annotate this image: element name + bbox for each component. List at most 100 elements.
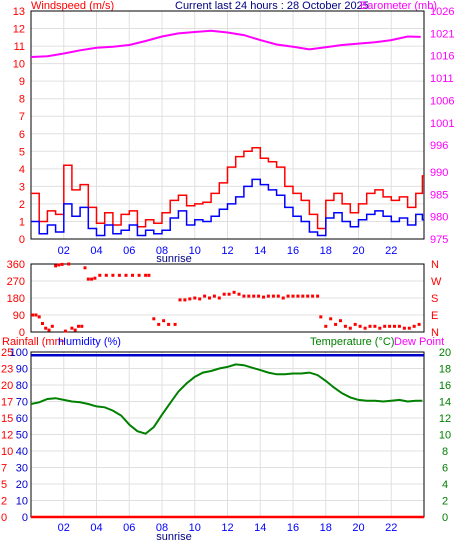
- temp-x-tick-label: 10: [189, 522, 201, 534]
- direction-point: [193, 296, 197, 300]
- direction-point: [60, 262, 64, 266]
- temp-x-tick-label: 16: [287, 522, 299, 534]
- direction-point: [37, 315, 41, 319]
- direction-compass-label: N: [431, 259, 439, 271]
- temperature-tick-label: 0: [442, 512, 448, 524]
- direction-point: [227, 292, 231, 296]
- wind-x-tick-label: 16: [287, 245, 299, 257]
- wind-plot-frame: [30, 10, 425, 240]
- temperature-tick-label: 16: [439, 380, 451, 392]
- humidity-tick-label: 100: [10, 347, 28, 359]
- windspeed-tick-label: 1: [19, 216, 25, 228]
- temperature-tick-label: 10: [439, 430, 451, 442]
- direction-degree-label: 90: [13, 310, 25, 322]
- rainfall-tick-label: 25: [1, 347, 13, 359]
- barometer-tick-label: 985: [430, 189, 448, 201]
- barometer-tick-label: 1021: [430, 28, 454, 40]
- gust-line: [31, 147, 424, 230]
- direction-point: [67, 262, 71, 266]
- barometer-tick-label: 996: [430, 140, 448, 152]
- direction-point: [324, 324, 328, 328]
- temperature-tick-label: 12: [439, 413, 451, 425]
- humidity-tick-label: 60: [16, 413, 28, 425]
- windspeed-tick-label: 3: [19, 181, 25, 193]
- rainfall-tick-label: 2: [1, 496, 7, 508]
- direction-point: [144, 273, 148, 277]
- direction-point: [137, 273, 141, 277]
- direction-point: [271, 294, 275, 298]
- direction-point: [319, 315, 323, 319]
- direction-point: [301, 294, 305, 298]
- direction-degree-axis: 0 90 180 270 360: [7, 259, 25, 339]
- windspeed-tick-label: 12: [13, 24, 25, 36]
- direction-point: [306, 294, 310, 298]
- wind-series: [30, 29, 424, 237]
- direction-point: [178, 298, 182, 302]
- temperature-tick-label: 2: [442, 496, 448, 508]
- direction-series: [31, 262, 421, 333]
- humidity-axis-title: Humidity (%): [58, 336, 121, 348]
- direction-point: [334, 322, 338, 326]
- direction-point: [147, 273, 151, 277]
- wind-x-tick-label: 02: [58, 245, 70, 257]
- temp-x-tick-label: 20: [352, 522, 364, 534]
- barometer-tick-label: 980: [430, 212, 448, 224]
- rainfall-tick-label: 12: [1, 430, 13, 442]
- direction-point: [173, 322, 177, 326]
- windspeed-tick-label: 5: [19, 146, 25, 158]
- humidity-tick-label: 0: [22, 512, 28, 524]
- windspeed-tick-label: 6: [19, 129, 25, 141]
- rainfall-tick-label: 20: [1, 380, 13, 392]
- direction-point: [368, 324, 372, 328]
- temp-x-tick-label: 04: [90, 522, 102, 534]
- direction-point: [402, 326, 406, 330]
- direction-point: [63, 329, 67, 333]
- barometer-tick-label: 1026: [430, 6, 454, 18]
- direction-degree-label: 270: [7, 276, 25, 288]
- rainfall-tick-label: 15: [1, 413, 13, 425]
- temp-x-axis: 02 04 06 08 10 12 14 16 18 20 22: [58, 522, 398, 534]
- direction-point: [358, 324, 362, 328]
- direction-plot-frame: [30, 263, 425, 333]
- direction-point: [311, 294, 315, 298]
- direction-point: [54, 264, 58, 268]
- direction-point: [316, 294, 320, 298]
- rainfall-axis-title: Rainfall (mm: [2, 336, 64, 348]
- wind-chart-title: Windspeed (m/s): [31, 0, 114, 12]
- wind-x-tick-label: 06: [123, 245, 135, 257]
- rainfall-tick-label: 5: [1, 479, 7, 491]
- barometer-axis-title: Barometer (mb): [360, 0, 437, 12]
- direction-point: [417, 322, 421, 326]
- current-period-label: Current last 24 hours : 28 October 2025: [175, 0, 369, 12]
- direction-degree-label: 180: [7, 293, 25, 305]
- direction-point: [291, 294, 295, 298]
- windspeed-tick-label: 10: [13, 59, 25, 71]
- windspeed-tick-label: 8: [19, 94, 25, 106]
- direction-point: [117, 273, 121, 277]
- windspeed-line: [31, 178, 424, 237]
- rainfall-tick-label: 17: [1, 397, 13, 409]
- temp-x-tick-label: 14: [254, 522, 266, 534]
- direction-point: [348, 326, 352, 330]
- temp-x-tick-label: 02: [58, 522, 70, 534]
- temperature-tick-label: 14: [439, 397, 451, 409]
- direction-point: [237, 292, 241, 296]
- direction-point: [281, 296, 285, 300]
- rainfall-tick-label: 7: [1, 463, 7, 475]
- direction-point: [407, 326, 411, 330]
- direction-point: [252, 294, 256, 298]
- direction-point: [111, 273, 115, 277]
- humidity-tick-label: 70: [16, 397, 28, 409]
- rainfall-tick-label: 23: [1, 364, 13, 376]
- direction-point: [162, 319, 166, 323]
- direction-point: [388, 324, 392, 328]
- direction-point: [183, 298, 187, 302]
- direction-point: [86, 277, 90, 281]
- direction-point: [80, 324, 84, 328]
- direction-point: [98, 273, 102, 277]
- wind-x-tick-label: 10: [189, 245, 201, 257]
